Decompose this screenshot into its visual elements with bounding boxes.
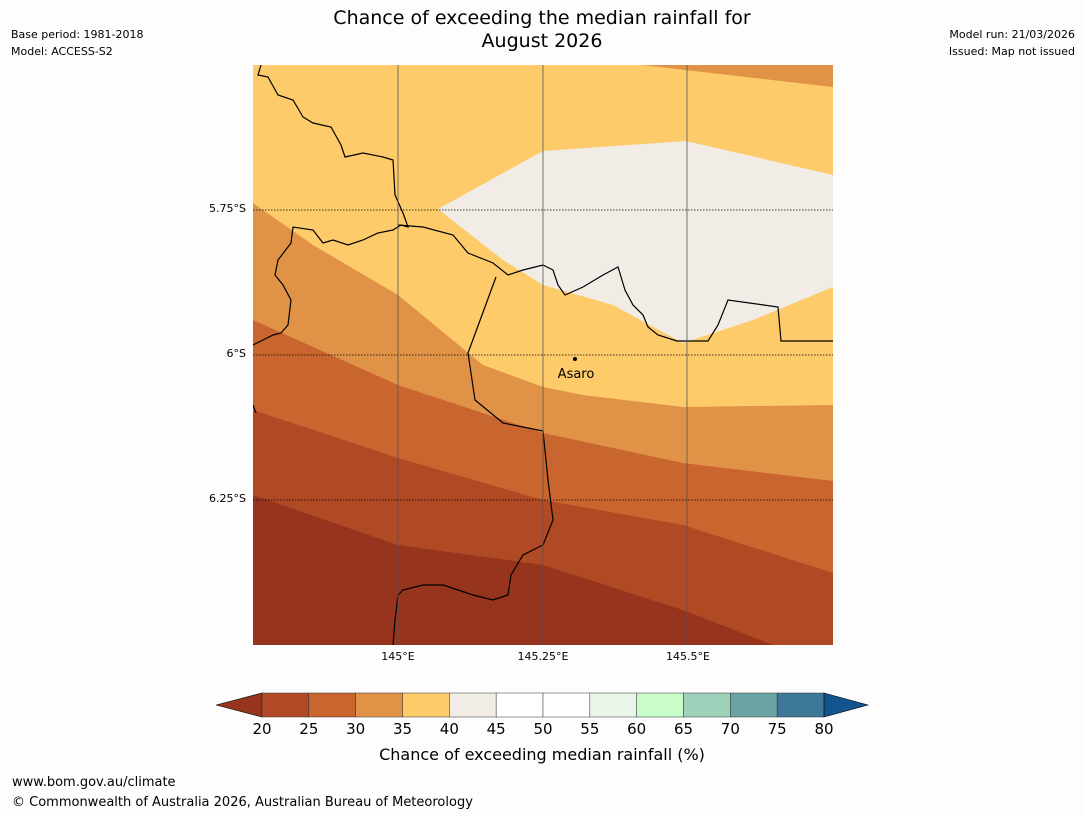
colorbar-tick-label: 20	[252, 720, 272, 738]
colorbar-cell	[589, 692, 637, 718]
lat-label-5-75s: 5.75°S	[209, 202, 246, 215]
colorbar-tick-label: 30	[346, 720, 366, 738]
colorbar-cell	[730, 692, 778, 718]
title-line-2: August 2026	[481, 30, 603, 52]
colorbar-under-arrow	[216, 692, 263, 718]
lon-label-145e: 145°E	[381, 650, 415, 663]
colorbar-label: Chance of exceeding median rainfall (%)	[379, 745, 705, 764]
band-40-45	[438, 141, 833, 343]
colorbar-over-arrow	[823, 692, 870, 718]
colorbar-tick-label: 75	[767, 720, 787, 738]
colorbar-cell	[776, 692, 825, 718]
lon-label-145-25e: 145.25°E	[517, 650, 569, 663]
colorbar-cell	[636, 692, 684, 718]
base-period-text: Base period: 1981-2018	[11, 28, 144, 41]
lon-label-145-5e: 145.5°E	[666, 650, 710, 663]
colorbar-tick-label: 25	[299, 720, 319, 738]
coastline-borders	[253, 65, 833, 645]
colorbar-cell	[308, 692, 356, 718]
colorbar-tick-label: 80	[814, 720, 834, 738]
colorbar-cell	[495, 692, 544, 718]
lat-label-6-25s: 6.25°S	[209, 492, 246, 505]
parallels	[253, 209, 833, 501]
colorbar-cell	[355, 692, 403, 718]
asaro-marker	[573, 357, 577, 361]
colorbar-tick-label: 35	[392, 720, 413, 738]
colorbar-tick-label: 50	[533, 720, 553, 738]
colorbar-tick-label: 40	[439, 720, 459, 738]
colorbar-tick-label: 65	[673, 720, 694, 738]
colorbar-cell	[683, 692, 731, 718]
colorbar	[216, 692, 870, 718]
meta-left: Base period: 1981-2018 Model: ACCESS-S2	[11, 26, 143, 60]
colorbar-tick-label: 55	[580, 720, 600, 738]
footer-copyright: © Commonwealth of Australia 2026, Austra…	[12, 795, 473, 810]
colorbar-cell	[261, 692, 310, 718]
colorbar-cell	[449, 692, 497, 718]
colorbar-cell	[542, 692, 591, 718]
asaro-label: Asaro	[558, 367, 595, 382]
colorbar-cells	[261, 692, 825, 718]
footer-url[interactable]: www.bom.gov.au/climate	[12, 775, 176, 790]
colorbar-tick-label: 60	[627, 720, 647, 738]
model-text: Model: ACCESS-S2	[11, 45, 113, 58]
rainfall-map: Asaro	[253, 65, 833, 645]
map-title: Chance of exceeding the median rainfall …	[242, 7, 842, 53]
model-run-text: Model run: 21/03/2026	[949, 28, 1075, 41]
meta-right: Model run: 21/03/2026 Issued: Map not is…	[949, 26, 1075, 60]
issued-text: Issued: Map not issued	[948, 45, 1075, 58]
band-30-35-top	[643, 65, 833, 87]
title-line-1: Chance of exceeding the median rainfall …	[333, 7, 751, 29]
colorbar-cell	[402, 692, 450, 718]
lat-label-6s: 6°S	[226, 347, 246, 360]
colorbar-tick-label: 70	[720, 720, 740, 738]
colorbar-tick-label: 45	[486, 720, 506, 738]
